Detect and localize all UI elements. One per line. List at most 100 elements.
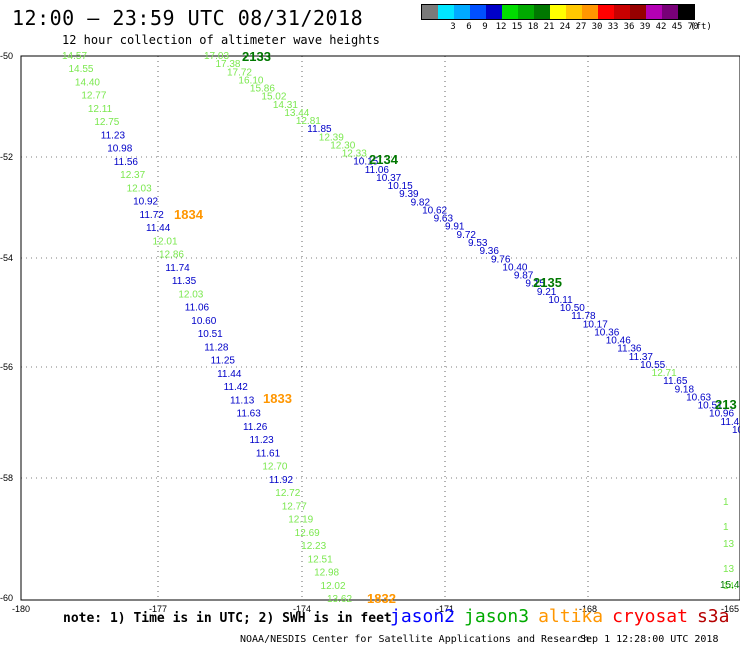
wave-height-value: 15.86: [250, 84, 275, 95]
legend-swatch: [470, 5, 486, 19]
satellite-cryosat: cryosat: [612, 606, 688, 627]
wave-height-value: 17.38: [215, 59, 240, 70]
legend-tick-label: 33: [607, 22, 619, 32]
legend-swatch: [438, 5, 454, 19]
wave-height-value: 12.39: [319, 132, 344, 143]
wave-height-value: 10.15: [353, 157, 378, 168]
wave-height-value: 17.03: [204, 51, 229, 62]
wave-height-value: 14.55: [68, 64, 93, 75]
legend-swatch: [566, 5, 582, 19]
wave-height-value: 11.44: [217, 369, 242, 380]
legend-unit: (ft): [690, 22, 712, 32]
wave-height-value: 9.76: [491, 254, 511, 265]
wave-height-value: 10.51: [198, 329, 223, 340]
legend-swatch: [662, 5, 678, 19]
wave-height-value: 11.72: [140, 210, 165, 221]
lon-tick-label: -177: [149, 604, 167, 614]
wave-height-value: 10.11: [548, 295, 573, 306]
legend-labels: 3 6 9 12 15 18 21 24 27 30 33 36 39 42 45 70 (ft): [421, 20, 712, 34]
wave-height-value: 15.4: [720, 580, 740, 591]
wave-height-value: 13.62: [327, 594, 352, 605]
wave-height-value: 10.4: [732, 425, 740, 436]
wave-height-value: 10.46: [606, 336, 631, 347]
wave-height-value: 16.10: [238, 75, 263, 86]
wave-height-value: 1: [723, 497, 729, 508]
page-subtitle: 12 hour collection of altimeter wave hei…: [62, 33, 380, 47]
wave-height-value: 13: [723, 564, 735, 575]
satellite-s3a: s3a: [696, 606, 730, 627]
wave-height-value: 11.25: [211, 356, 236, 367]
wave-height-value: 12.01: [152, 236, 177, 247]
lon-tick-label: -168: [579, 604, 597, 614]
wave-height-value: 9.39: [399, 189, 419, 200]
wave-height-value: 9.18: [675, 384, 695, 395]
wave-height-value: 12.81: [296, 116, 321, 127]
wave-height-value: 12.72: [275, 488, 300, 499]
lon-tick-label: -165: [721, 604, 739, 614]
track-time-label: 1832: [367, 591, 396, 606]
legend-tick-label: 30: [591, 22, 603, 32]
map-frame: [20, 55, 740, 601]
wave-height-value: 12.71: [652, 368, 677, 379]
wave-height-value: 12.51: [308, 554, 333, 565]
legend-tick-label: 18: [527, 22, 539, 32]
legend-tick-label: 24: [559, 22, 571, 32]
lon-tick-label: -171: [436, 604, 454, 614]
wave-height-value: 11.35: [172, 276, 197, 287]
wave-height-value: 12.70: [262, 462, 287, 473]
wave-height-value: 11.37: [629, 352, 654, 363]
wave-height-value: 11.61: [256, 448, 281, 459]
wave-height-value: 9.87: [514, 271, 534, 282]
wave-height-value: 11.41: [721, 417, 740, 428]
wave-height-value: 10.37: [376, 173, 401, 184]
wave-height-value: 11.36: [617, 344, 642, 355]
generated-time: Sep 1 12:28:00 UTC 2018: [580, 634, 719, 645]
wave-height-value: 11.06: [185, 303, 210, 314]
wave-height-value: 10.96: [709, 409, 734, 420]
wave-height-value: 9.91: [445, 222, 465, 233]
legend-tick-label: 15: [511, 22, 523, 32]
legend-tick-label: 70: [687, 22, 699, 32]
wave-height-value: 12.19: [288, 515, 313, 526]
wave-height-value: 14.31: [273, 100, 298, 111]
legend-swatch: [518, 5, 534, 19]
wave-height-value: 11.56: [114, 157, 139, 168]
lat-tick-label: -56: [0, 362, 13, 372]
wave-height-value: 11.42: [224, 382, 249, 393]
wave-height-value: 10.60: [191, 316, 216, 327]
wave-height-value: 11.28: [204, 342, 229, 353]
wave-height-value: 11.92: [269, 475, 294, 486]
wave-height-value: 12.03: [127, 183, 152, 194]
credit-text: NOAA/NESDIS Center for Satellite Applica…: [240, 634, 590, 645]
wave-height-value: 11.23: [249, 435, 274, 446]
wave-height-value: 11.85: [307, 124, 332, 135]
wave-height-value: 10.62: [422, 205, 447, 216]
lon-tick-label: -180: [12, 604, 30, 614]
wave-height-value: 9.15: [525, 279, 545, 290]
color-legend: 3 6 9 12 15 18 21 24 27 30 33 36 39 42 45 70 (ft): [421, 4, 712, 34]
wave-height-value: 1: [723, 522, 729, 533]
legend-tick-label: 27: [575, 22, 587, 32]
wave-height-value: 10.17: [583, 319, 608, 330]
wave-height-value: 10.55: [640, 360, 665, 371]
legend-tick-label: 6: [466, 22, 472, 32]
wave-height-value: 11.63: [237, 409, 262, 420]
wave-height-value: 9.53: [468, 238, 488, 249]
legend-swatch: [582, 5, 598, 19]
wave-height-value: 12.75: [94, 117, 119, 128]
legend-tick-label: 36: [623, 22, 635, 32]
legend-color-bar: [421, 4, 695, 20]
wave-height-value: 11.13: [230, 395, 255, 406]
wave-height-value: 12.98: [314, 568, 339, 579]
legend-tick-label: 21: [543, 22, 555, 32]
wave-height-value: 13.44: [284, 108, 309, 119]
wave-height-value: 10.63: [686, 392, 711, 403]
wave-height-value: 12.30: [330, 140, 355, 151]
note-text: note: 1) Time is in UTC; 2) SWH is in fe…: [63, 611, 392, 626]
wave-height-value: 9.63: [434, 214, 454, 225]
satellite-altika: altika: [538, 606, 604, 627]
lat-tick-label: -50: [0, 51, 13, 61]
legend-swatch: [614, 5, 630, 19]
wave-height-value: 10.92: [133, 197, 158, 208]
